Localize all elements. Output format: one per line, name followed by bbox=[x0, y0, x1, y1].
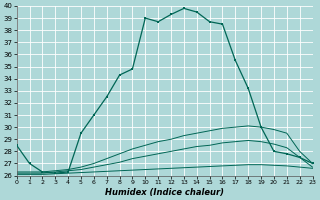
X-axis label: Humidex (Indice chaleur): Humidex (Indice chaleur) bbox=[105, 188, 224, 197]
